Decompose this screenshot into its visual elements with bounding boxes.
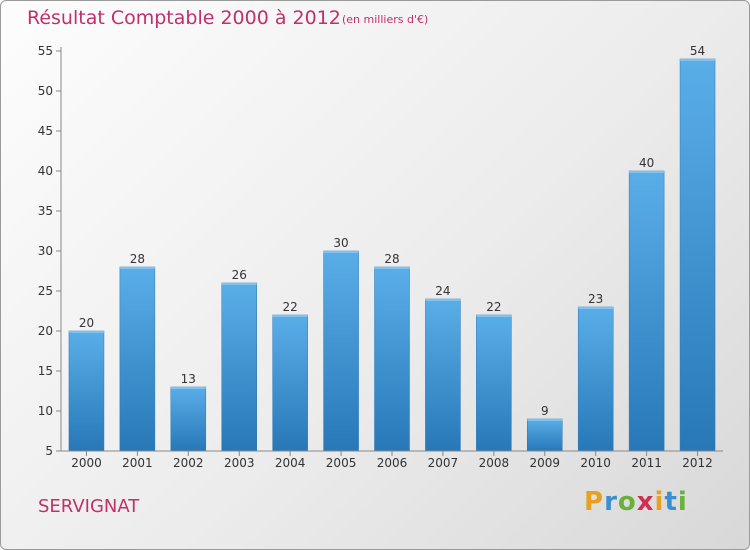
y-axis: 5 10 15 20 25 30 35 40 45 50 55: [38, 44, 62, 458]
bar-value-label: 22: [486, 300, 501, 314]
x-tick-label: 2004: [275, 456, 306, 470]
bar-2004: [272, 314, 308, 452]
bar-value-label: 26: [232, 268, 247, 282]
bar-highlight: [272, 315, 308, 317]
bar-value-label: 30: [333, 236, 348, 250]
x-tick-label: 2006: [377, 456, 408, 470]
bar-2009: [527, 418, 563, 452]
bar-highlight: [119, 267, 155, 269]
x-tick-label: 2008: [479, 456, 510, 470]
y-tick-label: 50: [38, 84, 53, 98]
bar-highlight: [578, 307, 614, 309]
chart-subtitle: (en milliers d'€): [342, 13, 429, 26]
bars: 20 28 13 26 22 30 28 24 22 9 23 40 54: [68, 44, 716, 452]
location-name: SERVIGNAT: [38, 496, 140, 517]
bar-2011: [628, 170, 665, 452]
bar-highlight: [221, 283, 257, 285]
bar-2006: [374, 266, 410, 452]
bar-2003: [221, 282, 257, 452]
bar-highlight: [323, 251, 359, 253]
x-tick-label: 2011: [631, 456, 662, 470]
y-tick-label: 5: [45, 444, 53, 458]
bar-highlight: [476, 315, 512, 317]
bar-value-label: 24: [435, 284, 450, 298]
bar-2005: [323, 250, 359, 452]
x-tick-label: 2001: [122, 456, 153, 470]
bar-highlight: [680, 59, 716, 61]
y-tick-label: 40: [38, 164, 53, 178]
y-tick-label: 25: [38, 284, 53, 298]
y-tick-label: 20: [38, 324, 53, 338]
x-tick-label: 2010: [580, 456, 611, 470]
bar-value-label: 9: [541, 404, 549, 418]
bar-2002: [170, 386, 207, 452]
bar-value-label: 28: [130, 252, 145, 266]
bar-2000: [68, 330, 105, 452]
bar-highlight: [629, 171, 665, 173]
bar-2008: [476, 314, 512, 452]
bar-highlight: [425, 299, 461, 301]
bar-value-label: 13: [181, 372, 196, 386]
x-tick-label: 2012: [682, 456, 713, 470]
bar-highlight: [170, 387, 206, 389]
bar-value-label: 23: [588, 292, 603, 306]
bar-2007: [425, 298, 461, 452]
bar-highlight: [68, 331, 104, 333]
y-tick-label: 45: [38, 124, 53, 138]
bar-value-label: 54: [690, 44, 705, 58]
y-tick-label: 30: [38, 244, 53, 258]
bar-2001: [119, 266, 156, 452]
x-tick-label: 2009: [529, 456, 560, 470]
x-tick-label: 2002: [173, 456, 204, 470]
bar-2012: [679, 58, 716, 452]
bar-highlight: [527, 419, 563, 421]
x-tick-label: 2003: [224, 456, 255, 470]
bar-value-label: 28: [384, 252, 399, 266]
y-tick-label: 10: [38, 404, 53, 418]
bar-2010: [577, 306, 614, 452]
y-tick-label: 15: [38, 364, 53, 378]
bar-value-label: 22: [283, 300, 298, 314]
x-axis: 2000 2001 2002 2003 2004 2005 2006 2007 2008 2009…: [61, 450, 723, 470]
proxiti-logo[interactable]: Proxiti: [584, 487, 688, 517]
y-tick-label: 35: [38, 204, 53, 218]
chart-title: Résultat Comptable 2000 à 2012: [27, 7, 341, 29]
x-tick-label: 2000: [71, 456, 102, 470]
bar-value-label: 20: [79, 316, 94, 330]
y-tick-label: 55: [38, 44, 53, 58]
x-tick-label: 2005: [326, 456, 357, 470]
bar-value-label: 40: [639, 156, 654, 170]
bar-highlight: [374, 267, 410, 269]
x-tick-label: 2007: [428, 456, 459, 470]
